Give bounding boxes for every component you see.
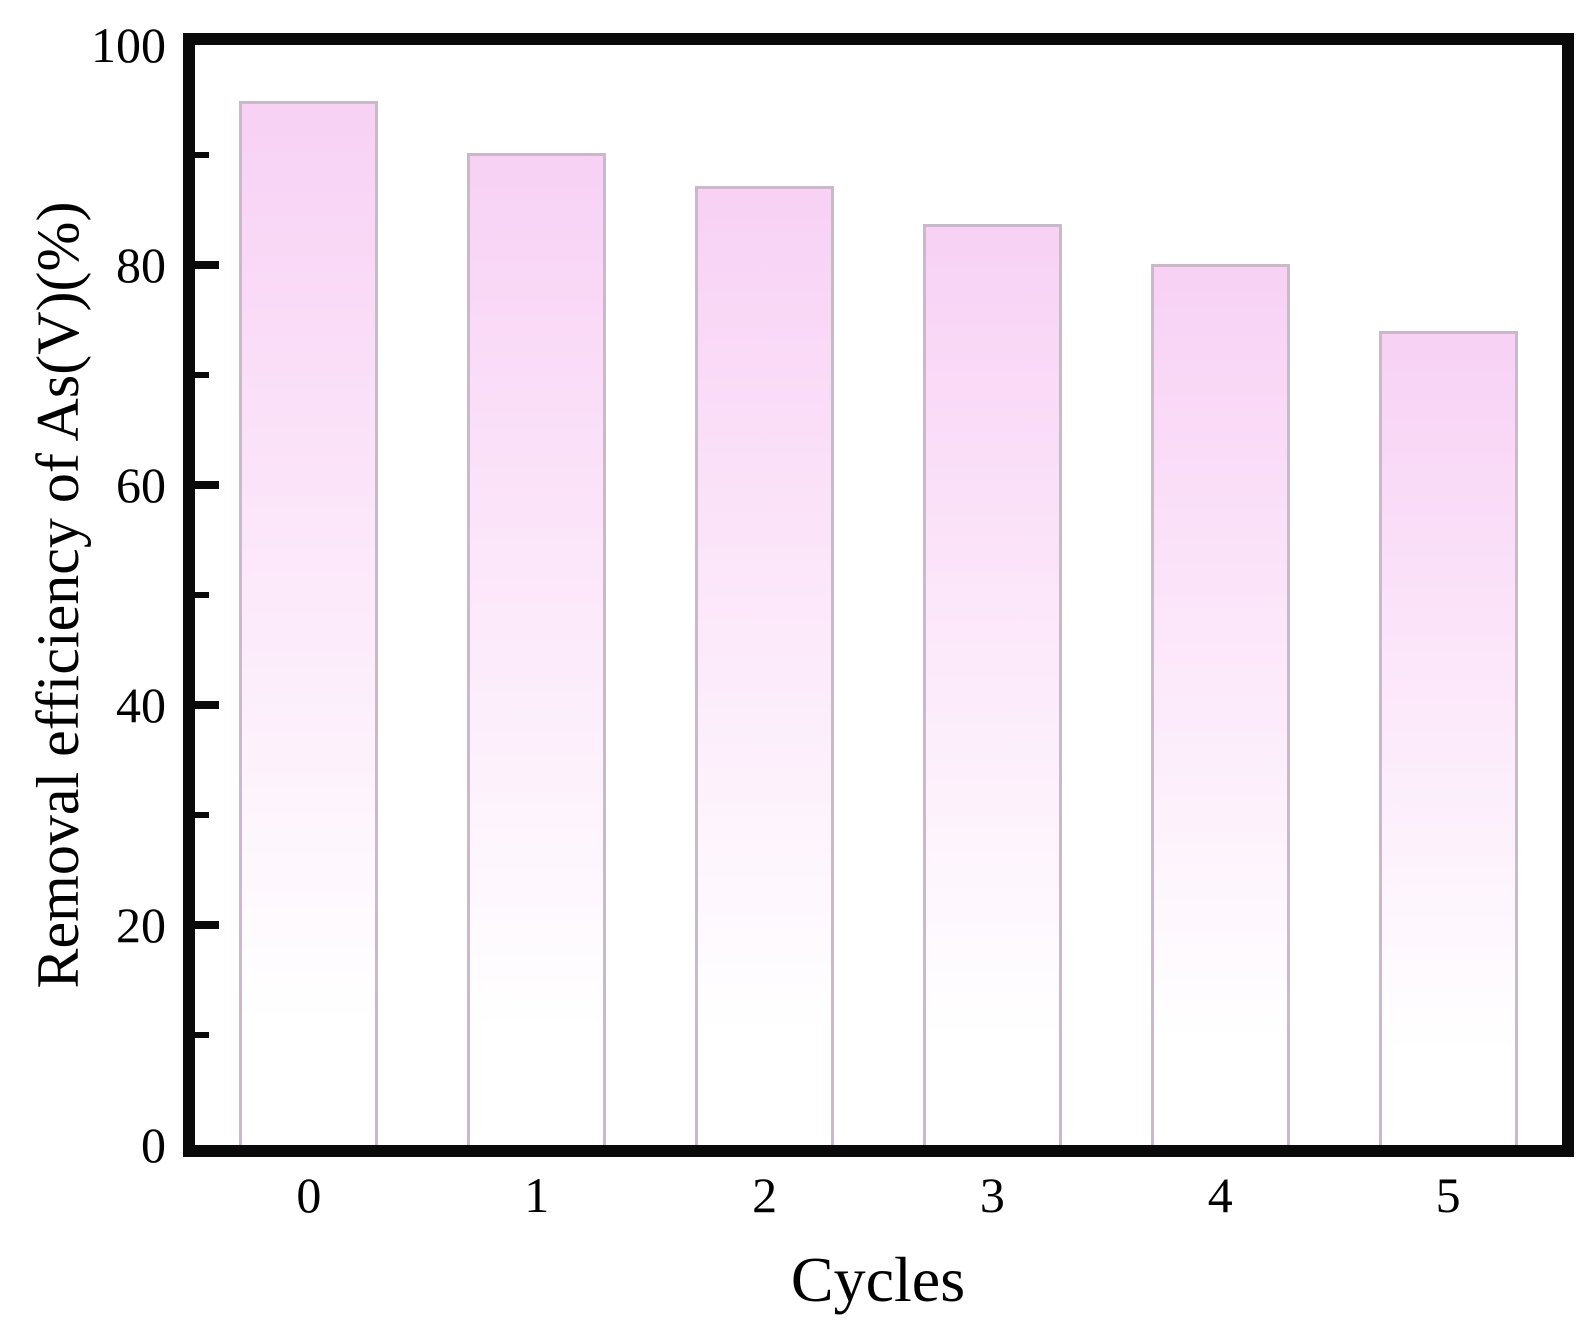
bar-slot-4: [1106, 45, 1334, 1145]
bar-cycle-2: [695, 185, 835, 1145]
y-tick-label-0: 0: [141, 1117, 166, 1173]
y-tick-label-40: 40: [116, 677, 166, 733]
y-minor-tick-50: [195, 592, 209, 598]
bar-cycle-5: [1378, 331, 1518, 1145]
y-major-tick-20: [195, 921, 219, 929]
bar-cycle-4: [1150, 263, 1290, 1145]
bar-cycle-3: [922, 224, 1062, 1145]
bar-slot-2: [651, 45, 879, 1145]
y-tick-label-20: 20: [116, 897, 166, 953]
bar-slot-1: [423, 45, 651, 1145]
bar-cycle-0: [239, 101, 379, 1145]
y-tick-label-60: 60: [116, 457, 166, 513]
y-major-tick-80: [195, 261, 219, 269]
x-tick-label-4: 4: [1207, 1167, 1233, 1223]
plot-area: [183, 33, 1574, 1157]
y-minor-tick-70: [195, 372, 209, 378]
bars-container: [195, 45, 1562, 1145]
x-tick-label-2: 2: [752, 1167, 778, 1223]
y-minor-tick-90: [195, 152, 209, 158]
y-tick-label-80: 80: [116, 237, 166, 293]
bar-slot-3: [878, 45, 1106, 1145]
x-tick-label-3: 3: [979, 1167, 1005, 1223]
x-tick-label-1: 1: [524, 1167, 550, 1223]
y-axis-title: Removal efficiency of As(V)(%): [25, 201, 91, 989]
x-tick-label-0: 0: [296, 1167, 322, 1223]
y-minor-tick-10: [195, 1032, 209, 1038]
plot-inner: [195, 45, 1562, 1145]
bar-slot-5: [1334, 45, 1562, 1145]
bar-cycle-1: [467, 152, 607, 1145]
bar-slot-0: [195, 45, 423, 1145]
y-major-tick-60: [195, 481, 219, 489]
y-tick-label-100: 100: [91, 17, 166, 73]
x-tick-label-5: 5: [1435, 1167, 1461, 1223]
y-major-tick-40: [195, 701, 219, 709]
y-minor-tick-30: [195, 812, 209, 818]
x-axis-title: Cycles: [790, 1244, 966, 1315]
